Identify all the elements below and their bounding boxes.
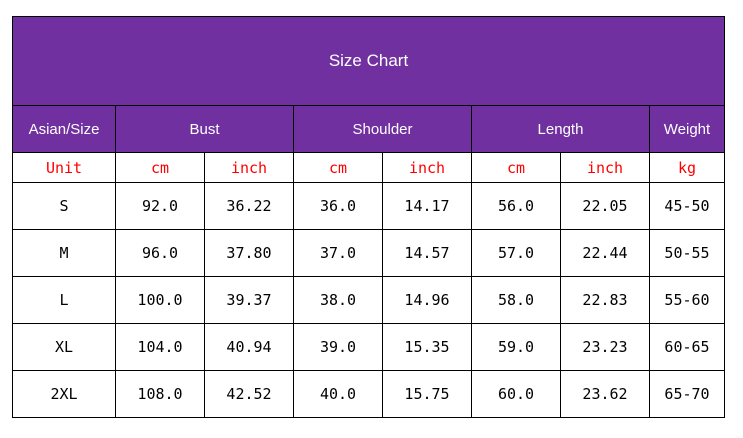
value-cell: 60-65	[649, 323, 725, 371]
value-cell: 108.0	[115, 370, 205, 418]
value-cell: 45-50	[649, 182, 725, 230]
value-cell: 14.17	[382, 182, 472, 230]
size-cell: S	[12, 182, 116, 230]
value-cell: 23.62	[560, 370, 650, 418]
table-row: XL 104.0 40.94 39.0 15.35 59.0 23.23 60-65	[12, 323, 725, 371]
size-cell: L	[12, 276, 116, 324]
table-row: 2XL 108.0 42.52 40.0 15.75 60.0 23.62 65-70	[12, 370, 725, 418]
unit-cell: kg	[649, 152, 725, 183]
value-cell: 92.0	[115, 182, 205, 230]
table-row: L 100.0 39.37 38.0 14.96 58.0 22.83 55-60	[12, 276, 725, 324]
header-size: Asian/Size	[12, 105, 116, 153]
value-cell: 22.44	[560, 229, 650, 277]
value-cell: 36.0	[293, 182, 383, 230]
value-cell: 37.80	[204, 229, 294, 277]
size-chart-table: Size Chart Asian/Size Bust Shoulder Leng…	[12, 16, 725, 418]
unit-row: Unit cm inch cm inch cm inch kg	[12, 152, 725, 183]
value-cell: 57.0	[471, 229, 561, 277]
value-cell: 65-70	[649, 370, 725, 418]
value-cell: 15.35	[382, 323, 472, 371]
header-bust: Bust	[115, 105, 294, 153]
value-cell: 58.0	[471, 276, 561, 324]
value-cell: 36.22	[204, 182, 294, 230]
unit-cell: inch	[382, 152, 472, 183]
value-cell: 104.0	[115, 323, 205, 371]
value-cell: 50-55	[649, 229, 725, 277]
value-cell: 39.0	[293, 323, 383, 371]
unit-cell: inch	[204, 152, 294, 183]
value-cell: 60.0	[471, 370, 561, 418]
value-cell: 37.0	[293, 229, 383, 277]
table-row: M 96.0 37.80 37.0 14.57 57.0 22.44 50-55	[12, 229, 725, 277]
header-length: Length	[471, 105, 650, 153]
header-shoulder: Shoulder	[293, 105, 472, 153]
value-cell: 22.05	[560, 182, 650, 230]
unit-cell: cm	[471, 152, 561, 183]
size-cell: M	[12, 229, 116, 277]
value-cell: 22.83	[560, 276, 650, 324]
size-cell: 2XL	[12, 370, 116, 418]
value-cell: 59.0	[471, 323, 561, 371]
value-cell: 40.0	[293, 370, 383, 418]
value-cell: 40.94	[204, 323, 294, 371]
value-cell: 96.0	[115, 229, 205, 277]
header-row: Asian/Size Bust Shoulder Length Weight	[12, 105, 725, 153]
value-cell: 55-60	[649, 276, 725, 324]
value-cell: 38.0	[293, 276, 383, 324]
table-row: S 92.0 36.22 36.0 14.17 56.0 22.05 45-50	[12, 182, 725, 230]
value-cell: 14.96	[382, 276, 472, 324]
unit-cell: cm	[293, 152, 383, 183]
header-weight: Weight	[649, 105, 725, 153]
value-cell: 42.52	[204, 370, 294, 418]
chart-title: Size Chart	[12, 16, 725, 106]
value-cell: 14.57	[382, 229, 472, 277]
unit-cell: Unit	[12, 152, 116, 183]
size-cell: XL	[12, 323, 116, 371]
value-cell: 100.0	[115, 276, 205, 324]
unit-cell: inch	[560, 152, 650, 183]
value-cell: 39.37	[204, 276, 294, 324]
value-cell: 56.0	[471, 182, 561, 230]
unit-cell: cm	[115, 152, 205, 183]
value-cell: 15.75	[382, 370, 472, 418]
value-cell: 23.23	[560, 323, 650, 371]
